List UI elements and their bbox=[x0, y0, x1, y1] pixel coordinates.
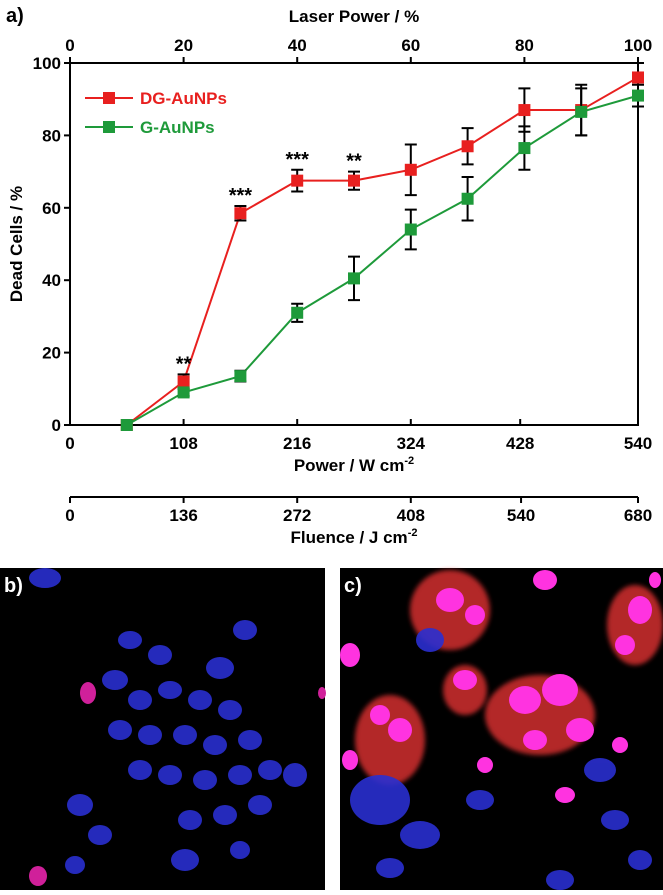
data-point bbox=[461, 140, 474, 153]
annotation: *** bbox=[229, 185, 253, 207]
data-point bbox=[404, 163, 417, 176]
legend-marker bbox=[103, 92, 115, 104]
x-tick-label: 60 bbox=[401, 36, 420, 55]
x-tick-label: 80 bbox=[515, 36, 534, 55]
plot: 0 20 40 60 80 100 Dead Cells / % 0 20 40 60 80 100 La… bbox=[7, 7, 652, 547]
series-line bbox=[126, 94, 639, 426]
y-tick-label: 60 bbox=[42, 199, 61, 218]
y-tick-label: 100 bbox=[33, 54, 61, 73]
x-axis-label: Laser Power / % bbox=[289, 7, 419, 26]
axis-label-sup: -2 bbox=[404, 455, 414, 467]
secondary-tick-label: 408 bbox=[397, 506, 425, 525]
data-point bbox=[404, 223, 417, 236]
data-point bbox=[291, 306, 304, 319]
legend-marker bbox=[103, 121, 115, 133]
secondary-tick-label: 324 bbox=[397, 434, 426, 453]
panel-label: c) bbox=[344, 575, 362, 597]
y-tick-label: 40 bbox=[42, 271, 61, 290]
legend-label: DG-AuNPs bbox=[140, 89, 227, 108]
x-tick-label: 0 bbox=[65, 36, 74, 55]
data-point bbox=[177, 386, 190, 399]
data-point bbox=[632, 71, 644, 84]
secondary-tick-label: 108 bbox=[169, 434, 197, 453]
secondary-tick-label: 540 bbox=[507, 506, 535, 525]
data-point bbox=[461, 192, 474, 205]
axis-label-text: Fluence / J cm bbox=[291, 528, 408, 547]
x-tick-label: 20 bbox=[174, 36, 193, 55]
secondary-tick-label: 0 bbox=[65, 506, 74, 525]
secondary-tick-label: 0 bbox=[65, 434, 74, 453]
y-axis-label: Dead Cells / % bbox=[7, 186, 26, 302]
micrograph-c: c) bbox=[340, 568, 663, 890]
plot-frame bbox=[69, 62, 639, 426]
data-point bbox=[575, 105, 588, 118]
data-point bbox=[234, 370, 247, 383]
axis-label-text: Power / W cm bbox=[294, 456, 405, 475]
y-tick-label: 80 bbox=[42, 126, 61, 145]
legend-label: G-AuNPs bbox=[140, 118, 215, 137]
data-point bbox=[348, 272, 360, 285]
y-tick-label: 20 bbox=[42, 344, 61, 363]
data-point bbox=[234, 207, 247, 220]
axis-label-sup: -2 bbox=[408, 527, 418, 539]
annotation: *** bbox=[286, 149, 310, 171]
annotation: ** bbox=[346, 151, 362, 173]
data-point bbox=[348, 174, 360, 187]
series-line bbox=[126, 76, 639, 426]
secondary-tick-label: 272 bbox=[283, 506, 311, 525]
y-tick-label: 0 bbox=[52, 416, 61, 435]
micrograph-b: b) bbox=[0, 568, 326, 890]
secondary-tick-label: 680 bbox=[624, 506, 652, 525]
fluence_axis-label: Fluence / J cm-2 bbox=[291, 527, 418, 547]
secondary-tick-label: 540 bbox=[624, 434, 652, 453]
panel-label: a) bbox=[6, 5, 24, 27]
x-tick-label: 40 bbox=[288, 36, 307, 55]
power_axis-label: Power / W cm-2 bbox=[294, 455, 414, 475]
data-point bbox=[518, 142, 531, 155]
panel-label: b) bbox=[4, 575, 23, 597]
secondary-tick-label: 428 bbox=[506, 434, 534, 453]
data-point bbox=[632, 89, 644, 102]
secondary-tick-label: 216 bbox=[283, 434, 311, 453]
x-tick-label: 100 bbox=[624, 36, 652, 55]
data-point bbox=[518, 104, 531, 117]
annotation: ** bbox=[176, 353, 192, 375]
data-point bbox=[291, 174, 304, 187]
secondary-tick-label: 136 bbox=[169, 506, 197, 525]
data-point bbox=[177, 375, 190, 388]
data-point bbox=[120, 419, 133, 431]
